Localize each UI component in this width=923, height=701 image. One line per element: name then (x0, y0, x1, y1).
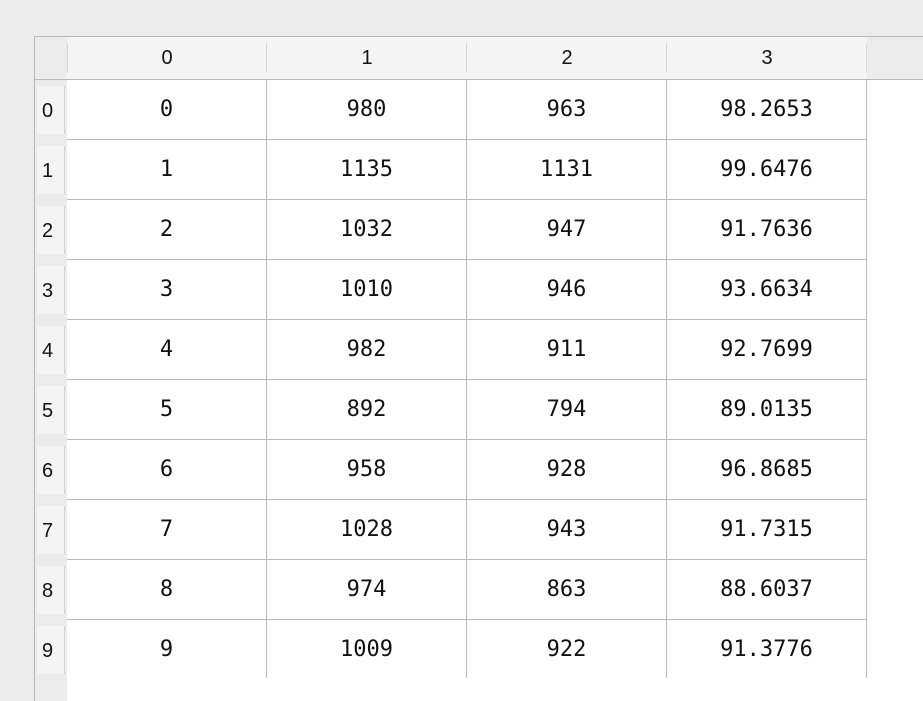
table-cell[interactable]: 7 (67, 500, 267, 560)
table-cell[interactable]: 5 (67, 380, 267, 440)
column-header[interactable]: 2 (467, 37, 667, 79)
table-cell[interactable]: 99.6476 (667, 140, 867, 200)
table-cell[interactable]: 91.3776 (667, 620, 867, 680)
column-header-row: 0 1 2 3 (35, 37, 923, 80)
table-cell[interactable]: 8 (67, 560, 267, 620)
table-cell[interactable]: 863 (467, 560, 667, 620)
row-header-column: 0 1 2 3 4 5 6 7 8 9 (35, 80, 67, 701)
table-cell[interactable]: 958 (267, 440, 467, 500)
table-cell[interactable]: 1028 (267, 500, 467, 560)
table-body: 0 980 963 98.2653 1 1135 1131 99.6476 2 … (67, 80, 867, 680)
table-cell[interactable]: 4 (67, 320, 267, 380)
table-cell[interactable]: 96.8685 (667, 440, 867, 500)
table-cell[interactable]: 88.6037 (667, 560, 867, 620)
row-header[interactable]: 9 (35, 620, 67, 680)
row-header[interactable]: 8 (35, 560, 67, 620)
column-header[interactable]: 1 (267, 37, 467, 79)
row-header[interactable]: 6 (35, 440, 67, 500)
table-cell[interactable]: 2 (67, 200, 267, 260)
row-header[interactable]: 2 (35, 200, 67, 260)
row-header[interactable]: 4 (35, 320, 67, 380)
table-cell[interactable]: 1032 (267, 200, 467, 260)
empty-grid-area (867, 80, 923, 701)
row-header[interactable]: 3 (35, 260, 67, 320)
table-cell[interactable]: 794 (467, 380, 667, 440)
table-cell[interactable]: 91.7315 (667, 500, 867, 560)
table-cell[interactable]: 3 (67, 260, 267, 320)
corner-cell[interactable] (35, 37, 67, 79)
column-header[interactable]: 3 (667, 37, 867, 79)
table-cell[interactable]: 1 (67, 140, 267, 200)
table-cell[interactable]: 963 (467, 80, 667, 140)
table-cell[interactable]: 1009 (267, 620, 467, 680)
table-cell[interactable]: 6 (67, 440, 267, 500)
table-cell[interactable]: 98.2653 (667, 80, 867, 140)
empty-grid-area (67, 678, 923, 701)
data-table[interactable]: 0 1 2 3 0 1 2 3 4 5 6 7 8 9 0 980 963 98… (34, 36, 923, 701)
table-cell[interactable]: 943 (467, 500, 667, 560)
table-cell[interactable]: 922 (467, 620, 667, 680)
table-cell[interactable]: 92.7699 (667, 320, 867, 380)
table-cell[interactable]: 0 (67, 80, 267, 140)
row-header[interactable]: 7 (35, 500, 67, 560)
table-cell[interactable]: 980 (267, 80, 467, 140)
row-header[interactable]: 5 (35, 380, 67, 440)
table-cell[interactable]: 91.7636 (667, 200, 867, 260)
table-cell[interactable]: 982 (267, 320, 467, 380)
table-cell[interactable]: 1010 (267, 260, 467, 320)
column-header[interactable]: 0 (67, 37, 267, 79)
table-cell[interactable]: 947 (467, 200, 667, 260)
table-cell[interactable]: 93.6634 (667, 260, 867, 320)
row-header[interactable]: 0 (35, 80, 67, 140)
table-cell[interactable]: 946 (467, 260, 667, 320)
table-cell[interactable]: 1135 (267, 140, 467, 200)
row-header[interactable]: 1 (35, 140, 67, 200)
table-cell[interactable]: 89.0135 (667, 380, 867, 440)
table-cell[interactable]: 892 (267, 380, 467, 440)
table-cell[interactable]: 928 (467, 440, 667, 500)
header-filler (867, 37, 923, 79)
table-cell[interactable]: 1131 (467, 140, 667, 200)
table-cell[interactable]: 9 (67, 620, 267, 680)
table-cell[interactable]: 974 (267, 560, 467, 620)
table-cell[interactable]: 911 (467, 320, 667, 380)
